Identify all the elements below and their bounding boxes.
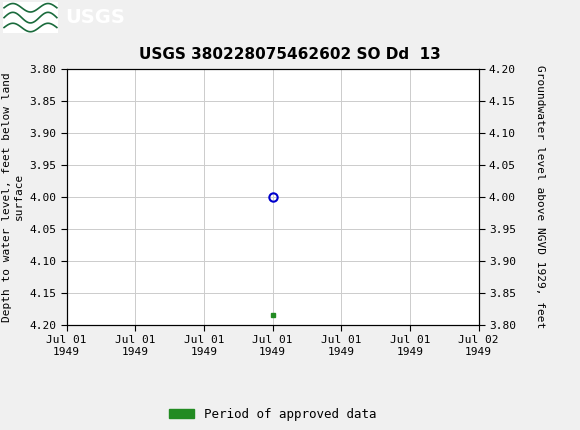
Text: USGS 380228075462602 SO Dd  13: USGS 380228075462602 SO Dd 13 [139, 47, 441, 62]
Text: USGS: USGS [65, 8, 125, 27]
Bar [3, 2, 58, 34]
Y-axis label: Groundwater level above NGVD 1929, feet: Groundwater level above NGVD 1929, feet [535, 65, 545, 329]
Legend: Period of approved data: Period of approved data [164, 403, 382, 426]
Y-axis label: Depth to water level, feet below land
surface: Depth to water level, feet below land su… [2, 72, 24, 322]
